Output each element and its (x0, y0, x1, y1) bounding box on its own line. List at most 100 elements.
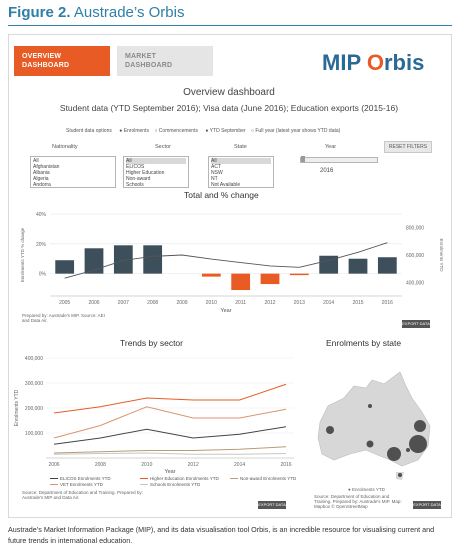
legend-label: ELICOS Enrolments YTD (60, 476, 111, 481)
bubble-tas (398, 473, 402, 477)
overview-subtitle: Student data (YTD September 2016); Visa … (59, 103, 399, 113)
y-tick-label: 100,000 (25, 431, 43, 437)
y-right-label: Enrolments YTD (439, 239, 444, 273)
radio-ytd-september[interactable]: ● YTD September (205, 128, 246, 134)
left-tick-label: 40% (36, 212, 47, 218)
bar-2011 (231, 273, 251, 291)
x-tick-label: 2007 (118, 300, 129, 306)
x-tick-label: 2010 (141, 462, 152, 468)
x-tick-label: 2010 (206, 300, 217, 306)
left-tick-label: 0% (39, 272, 47, 278)
legend-label: VET Enrolments YTD (60, 482, 104, 487)
tab-overview-dashboard[interactable]: OVERVIEW DASHBOARD (14, 46, 110, 76)
right-tick-label: 600,000 (406, 253, 424, 259)
series-line (53, 383, 287, 414)
state-listbox[interactable]: All ACT NSW NT Not Available (208, 156, 274, 188)
trends-sector-title: Trends by sector (120, 338, 183, 348)
radio-commencements[interactable]: ○ Commencements (154, 128, 198, 134)
year-slider[interactable] (300, 156, 378, 163)
y-left-label: Enrolments YTD % change (20, 227, 25, 282)
trends-sector-chart: 400,000 300,000 200,000 100,000 2006 2008 2010… (14, 356, 297, 487)
x-tick-label: 2008 (147, 300, 158, 306)
x-tick-label: 2014 (323, 300, 334, 306)
x-tick-label: 2012 (264, 300, 275, 306)
total-change-title: Total and % change (184, 190, 259, 200)
enrolments-line (64, 242, 388, 279)
y-tick-label: 200,000 (25, 406, 43, 412)
x-tick-label: 2008 (95, 462, 106, 468)
series-line (53, 406, 287, 439)
sector-label: Sector (155, 144, 171, 150)
year-value: 2016 (320, 168, 334, 174)
figure-title: Figure 2. Austrade’s Orbis (8, 4, 185, 21)
series-line (53, 452, 287, 455)
map-legend: ● Enrolments YTD (348, 487, 385, 492)
bar-2007 (113, 245, 133, 274)
x-tick-label: 2013 (294, 300, 305, 306)
bar-2016 (377, 257, 397, 274)
x-tick-label: 2016 (280, 462, 291, 468)
chart2-export-button[interactable]: EXPORT DATA (258, 501, 286, 509)
bar-2005 (55, 260, 75, 274)
bar-2010 (201, 273, 221, 277)
chart1-export-button[interactable]: EXPORT DATA (402, 320, 430, 328)
right-tick-label: 800,000 (406, 226, 424, 232)
enrolments-state-title: Enrolments by state (326, 338, 402, 348)
series-line (53, 426, 287, 445)
nationality-label: Nationality (52, 144, 78, 150)
nationality-listbox[interactable]: All Afghanistan Albania Algeria Andorra (30, 156, 116, 188)
sector-listbox[interactable]: All ELICOS Higher Education Non-award School… (123, 156, 189, 188)
x-tick-label: 2016 (382, 300, 393, 306)
bar-2015 (348, 258, 368, 274)
reset-filters-button[interactable]: RESET FILTERS (384, 141, 432, 153)
title-divider (8, 25, 452, 26)
australia-map[interactable] (300, 350, 450, 485)
bar-2013 (289, 273, 309, 276)
chart2-source: Source: Department of Education and Trai… (22, 490, 143, 500)
left-tick-label: 20% (36, 242, 47, 248)
x-axis-label: Year (164, 469, 175, 475)
x-tick-label: 2014 (234, 462, 245, 468)
legend-label: Higher Education Enrolments YTD (150, 476, 219, 481)
bubble-wa (326, 426, 334, 434)
student-data-options: Student data options ● Enrolments ○ Comm… (66, 128, 341, 134)
bar-2012 (260, 273, 280, 285)
chart1-source: Prepared by: Austrade's MIP. Source: AEI… (22, 313, 105, 323)
bubble-nt (368, 404, 372, 408)
bar-2008 (143, 245, 163, 274)
legend-label: Non-award Enrolments YTD (240, 476, 297, 481)
y-axis-label: Enrolments YTD (14, 389, 20, 426)
map-export-button[interactable]: EXPORT DATA (413, 501, 441, 509)
radio-full-year[interactable]: ○ Full year (latest year shows YTD data) (250, 128, 341, 134)
y-tick-label: 300,000 (25, 381, 43, 387)
legend-label: Schools Enrolments YTD (150, 482, 201, 487)
y-tick-label: 400,000 (25, 356, 43, 362)
year-label: Year (325, 144, 337, 150)
radio-enrolments[interactable]: ● Enrolments (119, 128, 149, 134)
total-change-chart: 40% 20% 0% 800,000 600,000 400,000 2005 2006 200… (20, 212, 444, 314)
tab-market-dashboard[interactable]: MARKET DASHBOARD (117, 46, 213, 76)
australia-shape (317, 371, 431, 467)
bubble-nsw (409, 435, 427, 453)
year-slider-handle[interactable] (301, 156, 305, 162)
map-source: Source: Department of Education and Trai… (314, 494, 402, 509)
mip-orbis-logo: MIP Orbis (322, 50, 425, 75)
x-tick-label: 2011 (235, 300, 246, 306)
figure-caption: Austrade’s Market Information Package (M… (8, 525, 435, 545)
bubble-vic (387, 447, 401, 461)
x-tick-label: 2006 (48, 462, 59, 468)
bubble-qld (414, 420, 426, 432)
bubble-act (406, 448, 410, 452)
bar-2006 (84, 248, 104, 274)
bar-2014 (319, 255, 339, 274)
x-tick-label: 2012 (188, 462, 199, 468)
x-axis-label: Year (220, 308, 231, 314)
state-label: State (234, 144, 247, 150)
overview-title: Overview dashboard (183, 87, 275, 98)
x-tick-label: 2006 (88, 300, 99, 306)
bubble-sa (366, 440, 374, 448)
x-tick-label: 2005 (59, 300, 70, 306)
right-tick-label: 400,000 (406, 280, 424, 286)
x-tick-label: 2009 (176, 300, 187, 306)
series-line (53, 446, 287, 454)
